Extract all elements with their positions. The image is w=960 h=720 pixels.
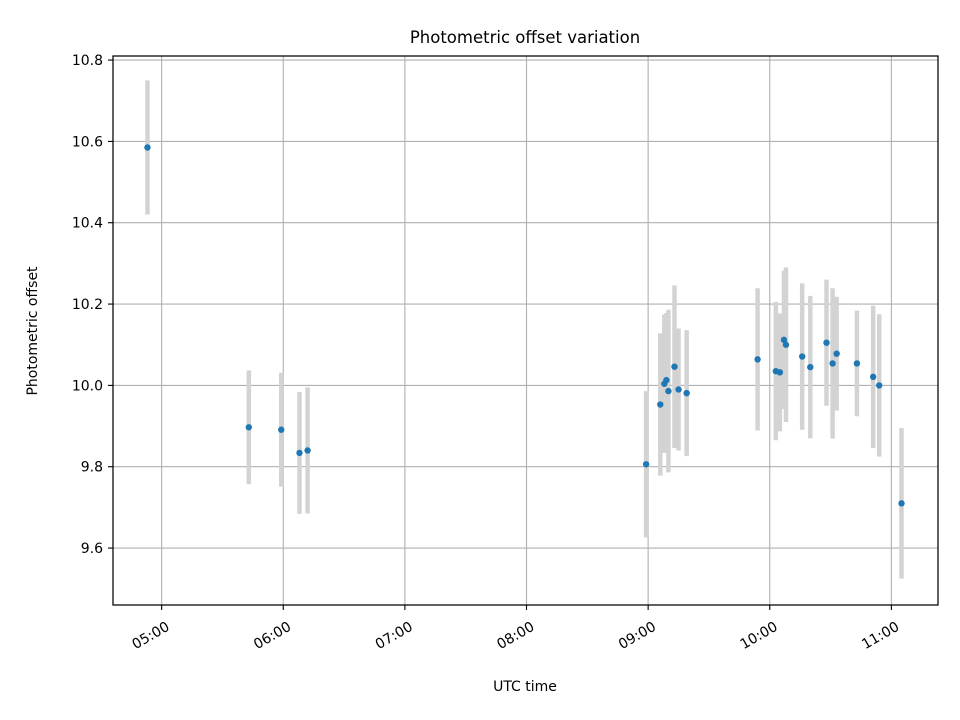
y-tick-label: 9.6 xyxy=(81,541,103,557)
data-points xyxy=(144,144,905,507)
data-point xyxy=(823,339,830,346)
data-point xyxy=(683,389,690,397)
error-bars xyxy=(145,80,904,579)
data-point xyxy=(671,363,678,370)
data-point xyxy=(144,144,151,151)
x-tick-label: 05:00 xyxy=(129,619,172,653)
data-point xyxy=(782,341,790,348)
data-point xyxy=(798,353,806,360)
data-point xyxy=(642,461,650,468)
x-tick-label: 06:00 xyxy=(251,619,294,653)
x-tick-label: 10:00 xyxy=(738,619,781,653)
data-point xyxy=(869,373,877,381)
x-tick-label: 08:00 xyxy=(494,619,537,653)
data-point xyxy=(807,363,814,371)
data-point xyxy=(898,500,905,507)
y-tick-label: 10.8 xyxy=(72,53,103,69)
chart-title: Photometric offset variation xyxy=(410,28,640,47)
data-point xyxy=(780,336,788,344)
y-tick-label: 10.6 xyxy=(72,134,103,150)
data-point xyxy=(829,360,836,367)
data-point xyxy=(675,386,682,393)
y-tick-label: 10.4 xyxy=(72,216,103,232)
data-point xyxy=(876,382,883,389)
data-point xyxy=(833,350,840,357)
data-point xyxy=(853,360,861,367)
data-point xyxy=(296,449,303,457)
x-axis-label: UTC time xyxy=(493,679,557,695)
data-point xyxy=(278,426,285,433)
x-tick-label: 07:00 xyxy=(373,619,416,653)
data-point xyxy=(665,387,672,395)
data-point xyxy=(304,447,311,454)
data-point xyxy=(754,356,761,363)
y-tick-label: 10.0 xyxy=(72,378,103,394)
grid xyxy=(113,56,938,605)
y-axis-label: Photometric offset xyxy=(25,266,41,396)
data-point xyxy=(245,424,253,431)
y-tick-label: 10.2 xyxy=(72,297,103,313)
x-tick-label: 09:00 xyxy=(616,619,659,653)
plot-frame xyxy=(112,55,939,606)
data-point xyxy=(663,376,670,384)
y-tick-label: 9.8 xyxy=(81,460,103,476)
data-point xyxy=(657,401,664,408)
x-tick-label: 11:00 xyxy=(859,619,902,653)
data-point xyxy=(776,369,784,376)
